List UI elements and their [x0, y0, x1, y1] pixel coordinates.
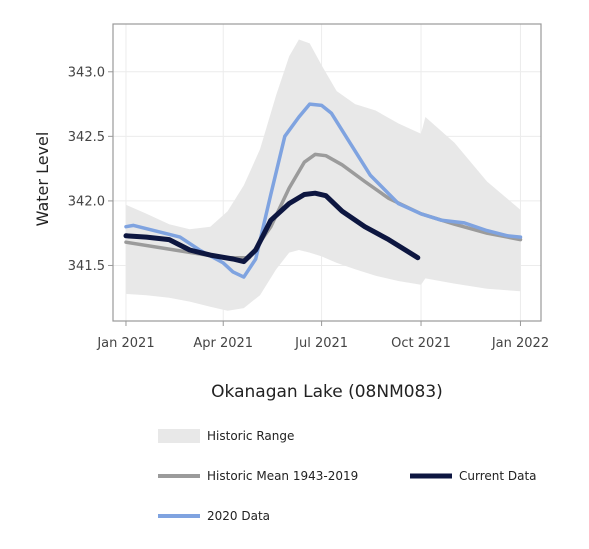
series-line-current-data — [123, 190, 421, 265]
plot-frame — [112, 23, 542, 322]
legend-label: Historic Mean 1943-2019 — [207, 469, 358, 483]
legend-label: Historic Range — [207, 429, 294, 443]
x-tick-label: Jan 2022 — [491, 336, 549, 351]
x-tick-label: Jan 2021 — [96, 336, 154, 351]
x-tick-label: Apr 2021 — [193, 336, 253, 351]
x-axis-ticks: Jan 2021 Apr 2021 Jul 2021 Oct 2021 Jan 2022 — [96, 321, 549, 351]
y-tick-label: 342.0 — [68, 194, 105, 209]
y-axis-title: Water Level — [33, 132, 52, 227]
y-tick-label: 343.0 — [68, 65, 105, 80]
series-line-2020-data — [124, 102, 523, 279]
legend-label: Current Data — [459, 469, 537, 483]
chart-title: Okanagan Lake (08NM083) — [211, 382, 443, 402]
legend-label: 2020 Data — [207, 509, 270, 523]
legend-item-2020-data: 2020 Data — [158, 509, 270, 523]
x-tick-label: Oct 2021 — [391, 336, 451, 351]
legend-item-historic-range: Historic Range — [158, 429, 294, 443]
legend: Historic Range Historic Mean 1943-2019 Cur… — [158, 429, 537, 523]
y-tick-label: 341.5 — [68, 259, 105, 274]
legend-item-current-data: Current Data — [410, 469, 537, 483]
series-lines — [123, 102, 523, 279]
historic-range-area — [126, 39, 521, 311]
y-axis-ticks: 341.5 342.0 342.5 343.0 — [68, 65, 113, 274]
legend-swatch — [158, 429, 200, 443]
x-tick-label: Jul 2021 — [294, 336, 348, 351]
legend-item-historic-mean-1943-2019: Historic Mean 1943-2019 — [158, 469, 358, 483]
y-tick-label: 342.5 — [68, 130, 105, 145]
historic-range-band — [126, 39, 521, 311]
